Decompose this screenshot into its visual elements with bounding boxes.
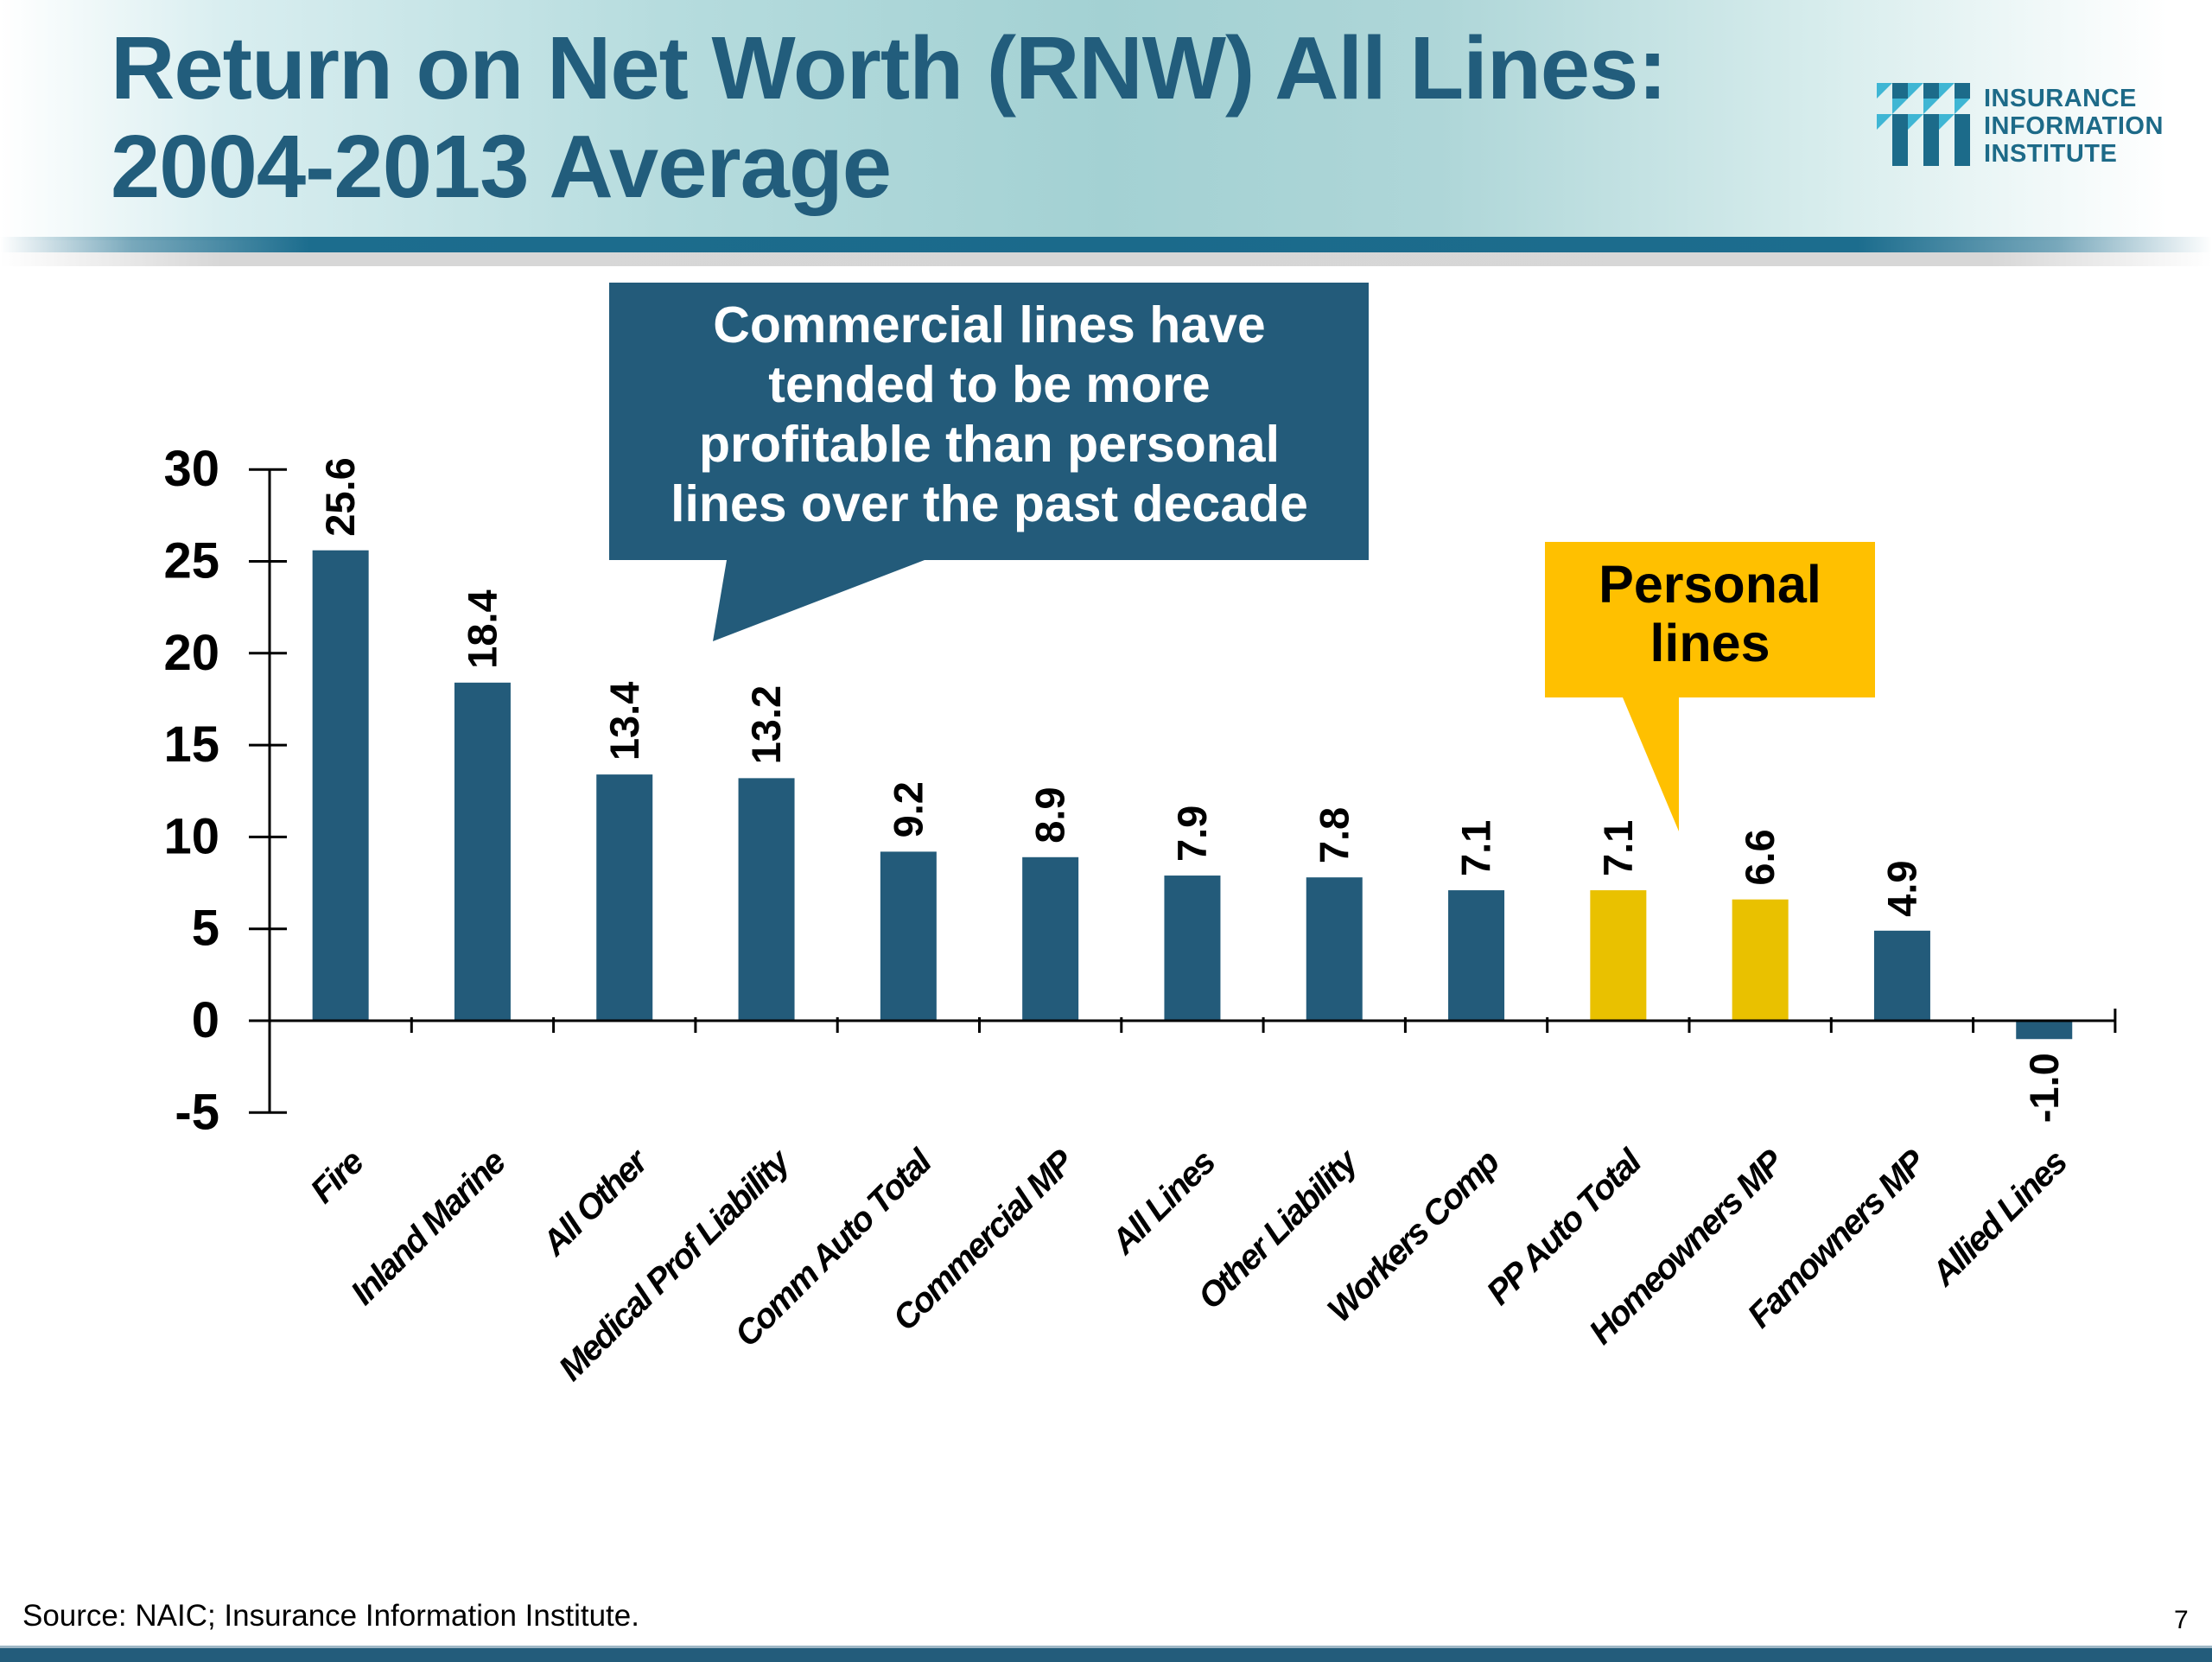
value-label: 8.9 [1027, 786, 1073, 843]
bar-all-other [596, 774, 653, 1021]
y-tick-label: 20 [163, 625, 219, 681]
slide-header [0, 0, 2212, 240]
iii-logo: INSURANCE INFORMATION INSTITUTE [1877, 83, 2179, 169]
callout-commercial-text: Commercial lines have tended to be more … [671, 296, 1308, 532]
value-label: 7.8 [1311, 807, 1357, 863]
x-tick-label: All Lines [1103, 1143, 1222, 1262]
header-rule-shadow [0, 252, 2212, 266]
callout-personal-text: Personal lines [1599, 555, 1821, 672]
y-tick-label: 5 [192, 901, 219, 957]
x-tick-label: All Other [535, 1141, 658, 1264]
y-tick-label: 15 [163, 716, 219, 773]
value-label: 6.6 [1737, 829, 1783, 885]
value-label: 4.9 [1878, 860, 1924, 916]
slide-title: Return on Net Worth (RNW) All Lines: 200… [111, 18, 1668, 216]
value-labels: 25.6 18.4 13.4 13.2 9.2 8.9 7.9 7.8 7.1 7.1 6.6 4.9… [317, 457, 2067, 1123]
value-label: 9.2 [885, 781, 931, 837]
callouts-group [609, 283, 1875, 831]
value-label: 7.9 [1169, 806, 1215, 862]
footer-band [0, 1646, 2212, 1662]
bar-all-lines [1164, 876, 1221, 1021]
iii-logo-icon [1877, 83, 1970, 166]
value-label: 13.2 [743, 685, 789, 764]
bar-other-liability [1306, 877, 1363, 1021]
value-label: -1.0 [2021, 1053, 2067, 1123]
bar-comm-auto-total [880, 851, 937, 1021]
bars-group [312, 550, 2073, 1040]
axes-group [249, 468, 2117, 1114]
value-label: 18.4 [459, 589, 505, 668]
bar-medical-prof-liability [738, 778, 795, 1021]
value-label: 25.6 [317, 457, 363, 536]
x-tick-label: Allied Lines [1924, 1143, 2075, 1294]
y-tick-label: 25 [163, 533, 219, 589]
value-label: 7.1 [1595, 820, 1641, 876]
y-tick-label: 0 [192, 992, 219, 1048]
x-tick-label: Medical Prof Liability [552, 1142, 799, 1389]
bar-fire [312, 550, 369, 1021]
callout-commercial-shape [609, 283, 1369, 641]
source-note: Source: NAIC; Insurance Information Inst… [22, 1599, 639, 1633]
bar-inland-marine [454, 682, 511, 1021]
x-tick-label: Inland Marine [344, 1143, 513, 1312]
title-line-2: 2004-2013 Average [111, 117, 892, 216]
y-tick-label: 10 [163, 808, 219, 864]
iii-logo-text: INSURANCE INFORMATION INSTITUTE [1984, 85, 2164, 168]
page-number: 7 [2174, 1606, 2189, 1634]
y-tick-label: 30 [163, 441, 219, 497]
x-tick-label: Fire [303, 1143, 372, 1211]
bar-allied-lines [2016, 1021, 2073, 1040]
y-tick-labels: -5 0 5 10 15 20 25 30 [163, 441, 219, 1140]
header-rule [0, 237, 2212, 252]
y-tick-label: -5 [175, 1084, 219, 1140]
title-line-1: Return on Net Worth (RNW) All Lines: [111, 18, 1668, 118]
callout-personal-shape [1545, 542, 1875, 831]
value-label: 7.1 [1453, 820, 1499, 876]
bar-pp-auto-total [1590, 890, 1647, 1021]
bar-famowners-mp [1873, 930, 1930, 1021]
bar-commercial-mp [1022, 856, 1079, 1021]
bar-homeowners-mp [1732, 899, 1789, 1021]
value-label: 13.4 [601, 682, 647, 761]
bar-workers-comp [1448, 890, 1505, 1021]
